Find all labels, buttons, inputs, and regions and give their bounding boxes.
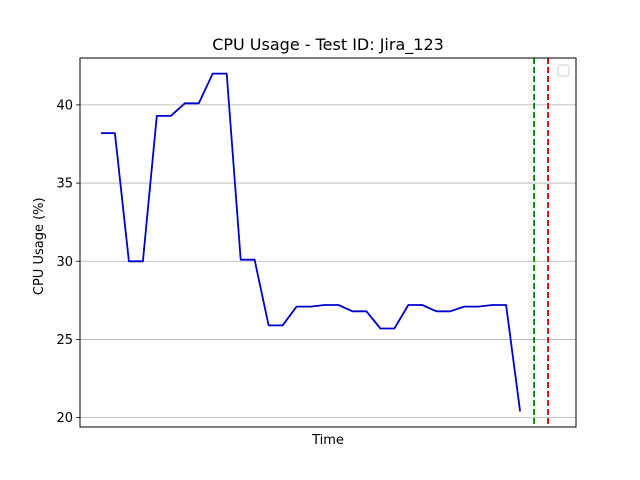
y-tick-label: 35 (56, 177, 73, 192)
x-axis-label: Time (311, 433, 344, 448)
chart-title: CPU Usage - Test ID: Jira_123 (212, 35, 444, 55)
plot-area-frame (79, 57, 577, 428)
y-tick-label: 20 (56, 411, 73, 426)
grid-layer (80, 104, 576, 419)
reference-lines (533, 58, 549, 427)
legend-box (557, 64, 570, 77)
series-layer (101, 72, 521, 412)
y-axis-label: CPU Usage (%) (32, 197, 47, 295)
y-tick-label: 30 (56, 255, 73, 270)
y-tick-label: 40 (56, 98, 73, 113)
y-axis-ticks: 20 25 30 35 40 (56, 98, 80, 426)
y-tick-label: 25 (56, 333, 73, 348)
series-line (101, 72, 521, 412)
